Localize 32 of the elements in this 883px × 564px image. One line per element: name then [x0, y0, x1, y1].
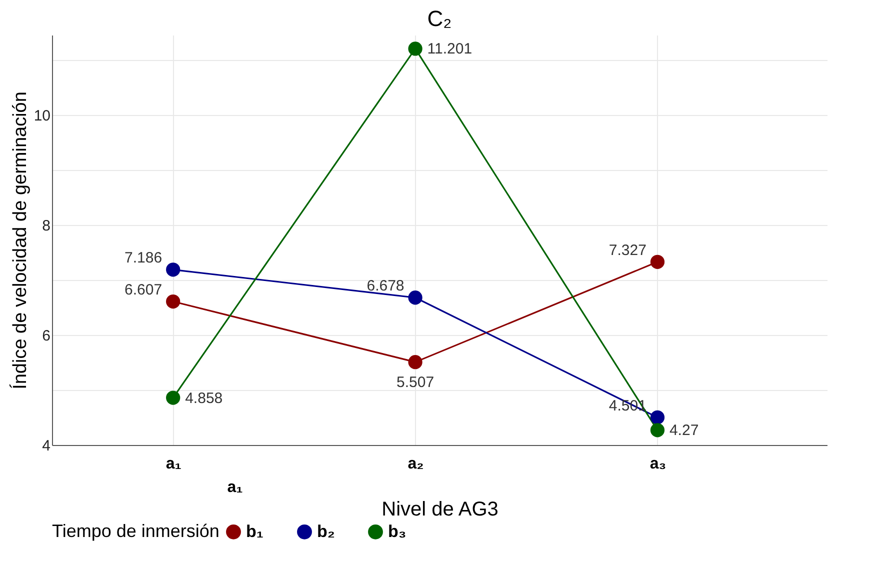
point [408, 355, 422, 370]
point [650, 410, 665, 424]
point [166, 294, 180, 309]
x-tick-label: a₁ [166, 456, 182, 472]
point [166, 262, 180, 277]
data-label: 7.327 [608, 242, 646, 259]
y-tick-label: 8 [42, 217, 50, 234]
data-label: 6.678 [366, 278, 404, 295]
text: a₁ [227, 479, 244, 496]
y-tick-label: 10 [34, 107, 50, 124]
data-label: 7.186 [124, 250, 162, 267]
point [650, 423, 665, 438]
point [166, 390, 180, 405]
point [650, 254, 665, 269]
y-axis-title: Índice de velocidad de germinación [8, 92, 31, 390]
y-tick-label: 4 [42, 438, 50, 454]
y-tick-label: 6 [42, 327, 50, 344]
data-label: 4.27 [669, 422, 699, 440]
legend-label: b₃ [388, 522, 406, 541]
legend-label: b₁ [246, 522, 264, 541]
point [408, 290, 422, 305]
point [408, 42, 422, 56]
x-tick-label: a₃ [650, 456, 666, 472]
legend-title: Tiempo de inmersión [52, 521, 220, 541]
chart-title: C₂ [427, 6, 452, 31]
x-axis-title: Nivel de AG3 [382, 498, 498, 520]
data-label: 6.607 [124, 282, 162, 299]
data-label: 11.201 [427, 40, 472, 58]
x-tick-label: a₂ [408, 456, 424, 472]
legend-label: b₂ [317, 522, 335, 541]
data-label: 4.858 [185, 390, 223, 407]
data-label: 5.507 [396, 374, 434, 392]
